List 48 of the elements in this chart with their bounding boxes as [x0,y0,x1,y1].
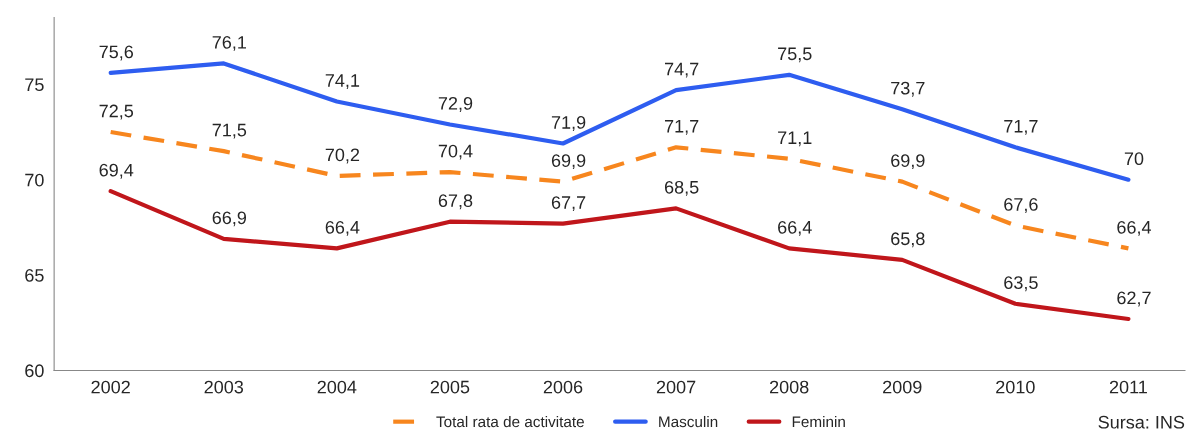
data-label: 75,5 [778,47,812,63]
data-label: 66,4 [778,220,812,236]
data-label: 69,4 [99,163,134,179]
data-label: 69,9 [551,154,586,170]
data-label: 73,7 [891,81,925,97]
data-label: 62,7 [1117,291,1151,307]
data-label: 68,5 [664,180,699,196]
data-label: 74,1 [325,74,360,89]
y-tick-label: 60 [25,364,44,378]
x-tick-label: 2008 [770,380,809,394]
x-tick-label: 2003 [204,380,244,394]
x-tick-label: 2002 [91,380,130,394]
x-tick-label: 2009 [883,380,922,394]
data-label: 76,1 [212,35,246,51]
data-label: 65,8 [891,232,925,248]
y-tick-label: 75 [25,78,44,92]
x-tick-label: 2011 [1109,380,1147,394]
x-tick-label: 2005 [430,380,470,394]
x-tick-label: 2010 [996,380,1035,394]
data-label: 66,4 [1117,220,1152,236]
data-label: 71,9 [551,116,586,131]
data-label: 71,5 [212,123,247,139]
legend-label: Masculin [659,415,718,428]
y-tick-label: 65 [25,269,44,282]
text: Sursa: INS [1098,415,1185,429]
data-label: 66,4 [325,220,360,236]
data-label: 66,9 [212,211,247,227]
x-tick-label: 2006 [543,380,583,394]
data-label: 63,5 [1004,276,1038,292]
data-label: 67,6 [1004,198,1038,213]
data-label: 70,2 [325,148,360,164]
data-label: 69,9 [891,154,925,170]
data-label: 67,7 [551,196,586,212]
x-tick-label: 2007 [656,380,696,394]
legend-label: Feminin [792,415,845,428]
x-tick-label: 2004 [317,380,357,394]
data-label: 75,6 [99,45,134,61]
data-label: 70,4 [438,144,473,160]
y-tick-label: 70 [25,173,44,187]
data-label: 72,9 [438,96,473,112]
data-label: 71,1 [778,131,812,147]
data-label: 71,7 [665,120,699,135]
legend-label: Total rata de activitate [436,415,584,428]
data-label: 67,8 [438,194,473,210]
data-label: 74,7 [665,62,699,78]
data-label: 72,5 [99,104,134,120]
data-label: 70 [1124,152,1144,166]
data-label: 71,7 [1004,120,1038,135]
